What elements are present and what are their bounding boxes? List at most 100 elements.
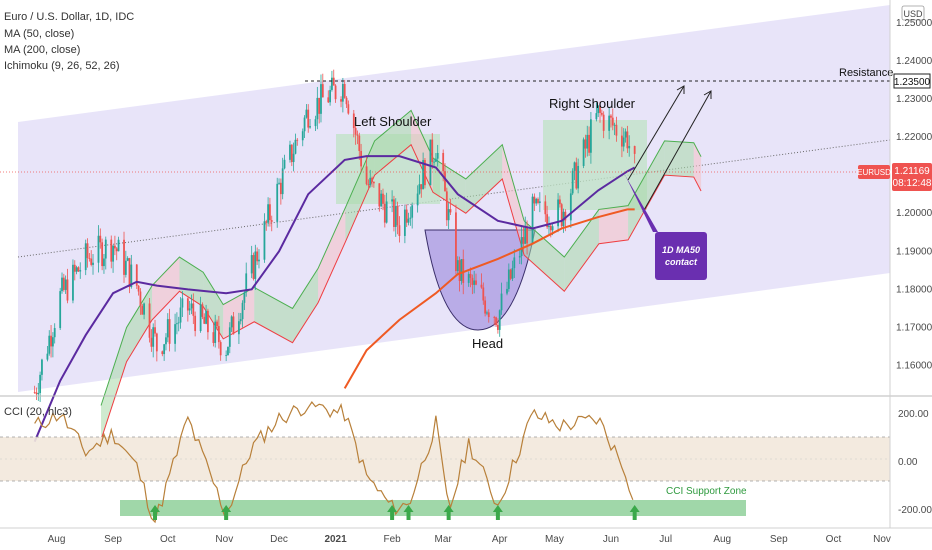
- candle: [301, 128, 304, 147]
- price-pane[interactable]: 1D MA50 contact Left Shoulder Right Shou…: [0, 5, 893, 443]
- candle: [214, 314, 217, 348]
- cloud-segment: [374, 110, 412, 176]
- cci-pane[interactable]: CCI (20, hlc3) CCI Support Zone: [0, 400, 890, 524]
- candle: [148, 298, 151, 343]
- candle: [575, 157, 578, 190]
- time-tick-label: Jun: [603, 534, 619, 545]
- price-tick-label: 1.23000: [896, 94, 932, 105]
- candle: [154, 319, 156, 337]
- time-scale[interactable]: Aug Sep Oct Nov Dec 2021 Feb Mar Apr May Jun Jul Aug…: [0, 527, 932, 545]
- candle: [487, 309, 490, 323]
- cci-line: [34, 400, 634, 524]
- candle: [418, 174, 421, 195]
- candle: [586, 125, 589, 157]
- candle: [469, 267, 472, 288]
- currency-label: USD: [903, 9, 923, 19]
- candle: [258, 249, 260, 269]
- candle: [72, 259, 74, 304]
- candle: [436, 144, 439, 167]
- cloud-segment: [345, 140, 375, 242]
- candle: [263, 213, 266, 263]
- candle: [367, 179, 370, 188]
- candle: [518, 248, 521, 265]
- candle: [431, 133, 434, 170]
- candle: [141, 304, 144, 315]
- candle: [289, 140, 291, 163]
- candle: [50, 324, 52, 358]
- candle: [305, 104, 308, 119]
- candle: [356, 130, 359, 145]
- candle: [321, 73, 324, 98]
- candle: [48, 330, 51, 356]
- candle: [53, 323, 56, 344]
- candle: [46, 345, 49, 362]
- candle: [416, 185, 419, 213]
- candle: [332, 69, 335, 86]
- candle: [256, 247, 259, 265]
- candle: [597, 105, 600, 118]
- right-shoulder-label: Right Shoulder: [549, 96, 636, 111]
- cloud-segment: [465, 144, 503, 214]
- candle: [137, 285, 140, 296]
- candle: [340, 96, 342, 108]
- candle: [225, 350, 228, 362]
- candle: [602, 111, 605, 139]
- candle: [113, 235, 116, 256]
- candle: [327, 90, 330, 104]
- candle: [86, 238, 89, 268]
- candle: [484, 296, 487, 317]
- time-tick-label: May: [545, 534, 564, 545]
- candle: [250, 245, 253, 279]
- candle: [207, 308, 209, 340]
- candle: [422, 152, 425, 190]
- projection-arrows: [627, 85, 712, 213]
- candle: [493, 315, 496, 326]
- candle: [59, 287, 62, 330]
- time-tick-label: Nov: [215, 534, 233, 545]
- resistance-price-badge: [893, 73, 931, 89]
- candle: [577, 158, 580, 194]
- time-tick-label: Oct: [160, 534, 176, 545]
- candle: [588, 126, 590, 156]
- candle: [99, 228, 102, 249]
- candle: [393, 195, 395, 232]
- candle: [276, 177, 279, 228]
- candle: [613, 122, 616, 136]
- candle: [354, 122, 357, 145]
- candle: [544, 195, 547, 222]
- candle: [176, 312, 178, 335]
- candle: [117, 236, 120, 252]
- candle: [471, 274, 474, 295]
- symbol-badge: [858, 165, 890, 179]
- ma50-contact-callout: 1D MA50 contact: [625, 175, 707, 280]
- candle: [123, 231, 125, 283]
- candle: [334, 84, 337, 103]
- cci-support-zone: [120, 500, 746, 516]
- candle: [403, 205, 406, 244]
- candle: [112, 244, 114, 273]
- candle: [456, 256, 459, 276]
- candle: [216, 319, 218, 331]
- candle: [150, 329, 153, 352]
- candle: [64, 275, 67, 294]
- candle: [394, 198, 397, 237]
- candle: [424, 157, 426, 189]
- time-tick-label: Jul: [659, 534, 672, 545]
- countdown: 08:12:48: [893, 178, 932, 189]
- cci-support-arrow: [221, 505, 232, 520]
- candle: [186, 297, 189, 322]
- candle: [347, 100, 350, 115]
- candle: [329, 85, 332, 106]
- candle: [39, 371, 42, 402]
- candle: [104, 236, 107, 270]
- candle: [385, 192, 388, 224]
- cloud-segment: [318, 207, 346, 303]
- price-scale[interactable]: USD 1.250001.240001.230001.220001.210001…: [857, 0, 932, 528]
- candle: [569, 188, 572, 228]
- candle: [97, 225, 100, 273]
- candle: [558, 195, 561, 208]
- time-tick-label: Aug: [713, 534, 731, 545]
- candle: [267, 197, 269, 227]
- candle: [155, 332, 158, 362]
